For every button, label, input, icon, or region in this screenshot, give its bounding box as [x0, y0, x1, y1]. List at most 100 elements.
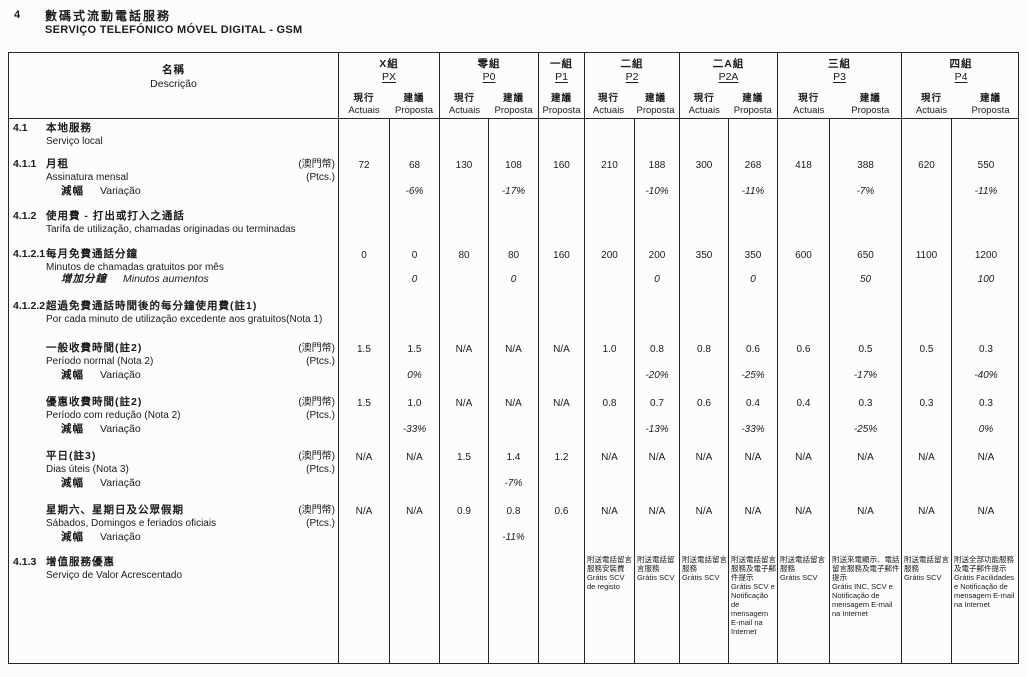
cell-p1-proposta	[538, 297, 584, 339]
cell-p3-actuais: 0.4	[777, 393, 829, 421]
cell-p2-proposta: N/A	[634, 447, 679, 475]
cell-p4-proposta: 550	[951, 155, 1018, 183]
column-header-actuais: 現行 Actuais	[440, 93, 489, 118]
cell-p2a-actuais: 300	[679, 155, 728, 183]
cell-p2a-actuais: 0.8	[679, 339, 728, 367]
cell-p2a-actuais: N/A	[679, 447, 728, 475]
row-label-zh: 一般收費時間(註2)	[46, 342, 143, 354]
group-subcolumns: 現行 Actuais 建議 Proposta	[440, 83, 538, 118]
cell-p0-actuais	[439, 475, 488, 501]
title-portuguese: SERVIÇO TELEFÓNICO MÓVEL DIGITAL - GSM	[45, 24, 303, 36]
column-label-zh: 現行	[353, 93, 375, 104]
cell-px-proposta: 0%	[389, 367, 439, 393]
cell-p4-proposta	[951, 207, 1018, 245]
cell-p4-actuais: N/A	[901, 447, 951, 475]
cell-p4-actuais	[901, 271, 951, 297]
row-description: 減幅 Variação	[9, 421, 338, 447]
cell-p2a-actuais: 0.6	[679, 393, 728, 421]
column-header-proposta: 建議 Proposta	[539, 93, 584, 118]
cell-p3-actuais	[777, 183, 829, 207]
group-name-zh: 三組	[828, 58, 851, 70]
cell-p2-actuais: 200	[584, 245, 634, 271]
row-label-pt: Serviço de Valor Acrescentado	[46, 570, 183, 581]
table-body: 4.1 本地服務 Serviço local 4.1.1 月租 (澳門幣) Assinatu…	[9, 119, 1018, 664]
cell-p2-actuais: N/A	[584, 447, 634, 475]
column-header-proposta: 建議 Proposta	[389, 93, 439, 118]
cell-p4-proposta: 0.3	[951, 339, 1018, 367]
cell-p2-proposta: -10%	[634, 183, 679, 207]
cell-p0-actuais	[439, 297, 488, 339]
cell-p4-actuais: 0.5	[901, 339, 951, 367]
column-label-pt: Actuais	[688, 104, 720, 116]
column-label-pt: Proposta	[733, 104, 772, 116]
row-label-zh: 減幅	[61, 369, 84, 381]
cell-p2a-proposta: -11%	[728, 183, 777, 207]
group-subcolumns: 現行 Actuais 建議 Proposta	[902, 83, 1020, 118]
cell-p4-actuais: 0.3	[901, 393, 951, 421]
table-row: 減幅 Variação -6% -17% -10% -11% -7% -11%	[9, 183, 1018, 207]
cell-p0-actuais	[439, 271, 488, 297]
row-description: 4.1.3 增值服務優惠 Serviço de Valor Acrescentado	[9, 553, 338, 664]
row-unit-pt: (Ptcs.)	[306, 518, 335, 529]
group-subcolumns: 現行 Actuais 建議 Proposta	[680, 83, 777, 118]
column-label-pt: Actuais	[793, 104, 825, 116]
cell-p3-actuais	[777, 421, 829, 447]
cell-px-actuais: N/A	[338, 501, 389, 529]
column-label-pt: Proposta	[394, 104, 434, 116]
cell-p1-proposta: N/A	[538, 393, 584, 421]
table-row: 一般收費時間(註2) (澳門幣) Período normal (Nota 2) (P…	[9, 339, 1018, 367]
group-name-zh: 二組	[620, 58, 644, 70]
row-label-pt: Sábados, Domingos e feriados oficiais	[46, 518, 217, 529]
cell-p2a-proposta: -25%	[728, 367, 777, 393]
row-description: 優惠收費時間(註2) (澳門幣) Período com redução (Nota…	[9, 393, 338, 421]
cell-p2-proposta: 0.8	[634, 339, 679, 367]
cell-p1-proposta	[538, 475, 584, 501]
cell-p2-actuais	[584, 297, 634, 339]
group-header-p4: 四組 P4 現行 Actuais 建議 Proposta	[901, 53, 1020, 118]
cell-p2-proposta: 0	[634, 271, 679, 297]
row-description: 4.1.2.2 超過免費通話時間後的每分鐘使用費(註1) Por cada minu…	[9, 297, 338, 339]
cell-px-actuais: 1.5	[338, 393, 389, 421]
cell-p0-proposta: 80	[488, 245, 538, 271]
column-label-pt: Actuais	[915, 104, 948, 116]
cell-p2-proposta	[634, 207, 679, 245]
group-subcolumns: 建議 Proposta	[539, 83, 584, 118]
cell-p2-actuais	[584, 367, 634, 393]
cell-px-proposta: 1.0	[389, 393, 439, 421]
cell-p0-proposta: -17%	[488, 183, 538, 207]
cell-p1-proposta	[538, 183, 584, 207]
cell-p0-actuais: 130	[439, 155, 488, 183]
table-row: 優惠收費時間(註2) (澳門幣) Período com redução (Nota…	[9, 393, 1018, 421]
cell-p4-proposta	[951, 475, 1018, 501]
description-header-zh: 名稱	[162, 64, 185, 76]
cell-p0-actuais: 0.9	[439, 501, 488, 529]
cell-p2-actuais	[584, 475, 634, 501]
cell-p3-actuais	[777, 119, 829, 155]
cell-p3-actuais	[777, 529, 829, 553]
cell-p2a-proposta	[728, 297, 777, 339]
row-label-pt: Minutos aumentos	[123, 273, 209, 285]
cell-p0-proposta: -7%	[488, 475, 538, 501]
cell-px-proposta	[389, 553, 439, 664]
table-row: 平日(註3) (澳門幣) Dias úteis (Nota 3) (Ptcs.) N/A…	[9, 447, 1018, 475]
cell-p2a-proposta: 附送電話留言服務及電子郵件提示 Grátis SCV e Notificação…	[728, 553, 777, 664]
cell-p1-proposta	[538, 119, 584, 155]
group-code: P4	[954, 71, 968, 83]
row-description: 減幅 Variação	[9, 183, 338, 207]
cell-p0-actuais: N/A	[439, 339, 488, 367]
group-header-p1: 一組 P1 建議 Proposta	[538, 53, 584, 118]
group-code: P1	[555, 71, 568, 83]
row-unit-zh: (澳門幣)	[298, 451, 335, 462]
cell-px-actuais	[338, 553, 389, 664]
cell-px-actuais	[338, 183, 389, 207]
cell-px-proposta	[389, 529, 439, 553]
row-description: 平日(註3) (澳門幣) Dias úteis (Nota 3) (Ptcs.)	[9, 447, 338, 475]
row-label-zh: 增值服務優惠	[46, 556, 115, 568]
cell-p3-actuais	[777, 297, 829, 339]
document-header: 4 數碼式流動電話服務 SERVIÇO TELEFÓNICO MÓVEL DIG…	[14, 9, 303, 38]
cell-p4-proposta: N/A	[951, 447, 1018, 475]
cell-p2-actuais	[584, 271, 634, 297]
cell-p1-proposta: 160	[538, 155, 584, 183]
group-name-zh: 一組	[550, 58, 573, 70]
row-label-pt: Variação	[100, 423, 141, 435]
